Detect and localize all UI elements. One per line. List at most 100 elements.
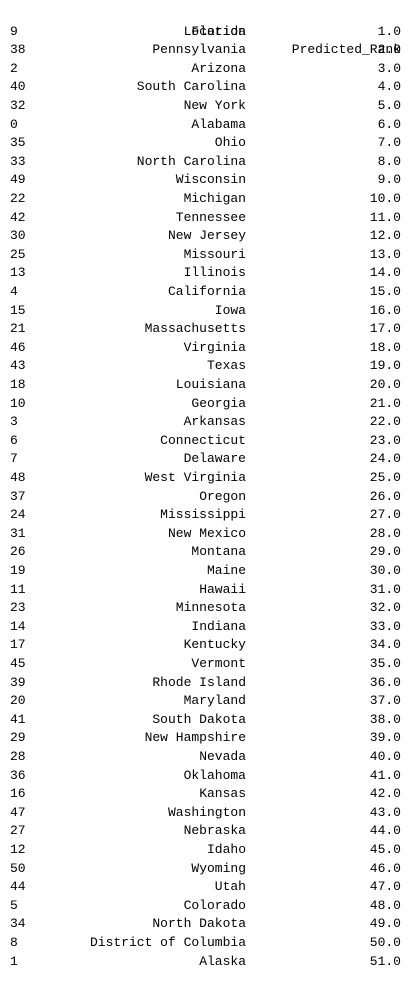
table-row: 1 Alaska 51.0: [0, 953, 415, 972]
row-predicted-rank: 20.0: [369, 377, 401, 392]
table-row: 32 New York 5.0: [0, 97, 415, 116]
row-location: Delaware: [183, 451, 246, 467]
table-row: 43 Texas 19.0: [0, 357, 415, 376]
row-predicted-rank: 30.0: [369, 563, 401, 578]
row-predicted-rank: 21.0: [369, 395, 401, 411]
row-location: Nebraska: [183, 823, 246, 839]
row-predicted-rank: 43.0: [369, 804, 401, 820]
row-predicted-rank: 23.0: [369, 432, 401, 448]
row-location: Wyoming: [191, 860, 246, 876]
table-row: 45 Vermont 35.0: [0, 655, 415, 674]
table-row: 21 Massachusetts 17.0: [0, 320, 415, 339]
row-location: Maine: [206, 563, 246, 578]
table-row: 41 South Dakota 38.0: [0, 711, 415, 730]
table-row: 25 Missouri 13.0: [0, 246, 415, 265]
table-row: 18 Louisiana 20.0: [0, 376, 415, 395]
row-index: 11: [10, 581, 26, 597]
row-predicted-rank: 40.0: [369, 749, 401, 764]
row-predicted-rank: 13.0: [369, 246, 401, 262]
row-index: 39: [10, 674, 26, 690]
row-location: Michigan: [183, 191, 246, 206]
row-predicted-rank: 47.0: [369, 879, 401, 895]
row-predicted-rank: 36.0: [369, 674, 401, 690]
row-predicted-rank: 46.0: [369, 860, 401, 876]
table-row: 23 Minnesota 32.0: [0, 599, 415, 618]
row-index: 47: [10, 804, 26, 820]
row-index: 40: [10, 79, 26, 95]
row-location: District of Columbia: [89, 935, 246, 950]
column-header-predicted-rank: Predicted_Rank: [291, 42, 401, 58]
row-predicted-rank: 15.0: [369, 284, 401, 299]
row-index: 35: [10, 135, 26, 151]
row-index: 30: [10, 228, 26, 244]
row-location: Colorado: [183, 897, 246, 913]
row-location: Ohio: [214, 135, 246, 151]
row-location: Alaska: [199, 953, 246, 969]
row-index: 9: [10, 23, 18, 39]
row-predicted-rank: 5.0: [377, 98, 401, 113]
table-row: 4 California 15.0: [0, 283, 415, 302]
row-location: Vermont: [191, 656, 246, 671]
row-index: 7: [10, 451, 18, 467]
row-index: 23: [10, 600, 26, 616]
table-row: 28 Nevada 40.0: [0, 748, 415, 767]
row-index: 26: [10, 544, 26, 560]
row-index: 18: [10, 377, 26, 392]
table-row: 37 Oregon 26.0: [0, 488, 415, 507]
table-row: 6 Connecticut 23.0: [0, 432, 415, 451]
row-location: Nevada: [199, 749, 246, 764]
row-location: California: [167, 284, 246, 299]
table-row: 2 Arizona 3.0: [0, 60, 415, 79]
table-row: 16 Kansas 42.0: [0, 785, 415, 804]
row-index: 5: [10, 897, 18, 913]
table-row: 12 Idaho 45.0: [0, 841, 415, 860]
row-predicted-rank: 29.0: [369, 544, 401, 560]
row-index: 16: [10, 786, 26, 802]
row-predicted-rank: 44.0: [369, 823, 401, 839]
row-location: Minnesota: [175, 600, 246, 616]
table-row: 15 Iowa 16.0: [0, 302, 415, 321]
row-index: 49: [10, 172, 26, 188]
table-row: 39 Rhode Island 36.0: [0, 674, 415, 693]
row-location: Virginia: [183, 339, 246, 355]
row-index: 1: [10, 953, 18, 969]
row-index: 12: [10, 842, 26, 857]
row-predicted-rank: 14.0: [369, 265, 401, 281]
row-location: New York: [183, 98, 246, 113]
row-index: 8: [10, 935, 18, 950]
row-location: Utah: [214, 879, 246, 895]
row-location: Kentucky: [183, 637, 246, 653]
row-predicted-rank: 2.0: [377, 42, 401, 58]
row-index: 14: [10, 618, 26, 634]
row-predicted-rank: 27.0: [369, 507, 401, 523]
row-predicted-rank: 31.0: [369, 581, 401, 597]
row-location: Rhode Island: [152, 674, 246, 690]
row-predicted-rank: 51.0: [369, 953, 401, 969]
row-index: 27: [10, 823, 26, 839]
table-row: 31 New Mexico 28.0: [0, 525, 415, 544]
row-predicted-rank: 39.0: [369, 730, 401, 746]
row-index: 31: [10, 525, 26, 541]
row-index: 33: [10, 153, 26, 169]
row-index: 45: [10, 656, 26, 671]
table-row: 24 Mississippi 27.0: [0, 506, 415, 525]
row-predicted-rank: 32.0: [369, 600, 401, 616]
row-index: 2: [10, 60, 18, 76]
row-location: Mississippi: [160, 507, 246, 523]
table-row: 48 West Virginia 25.0: [0, 469, 415, 488]
table-row: 27 Nebraska 44.0: [0, 822, 415, 841]
table-row: 0 Alabama 6.0: [0, 116, 415, 135]
row-location: Tennessee: [175, 209, 246, 225]
row-predicted-rank: 11.0: [369, 209, 401, 225]
row-index: 13: [10, 265, 26, 281]
row-location: Oregon: [199, 488, 246, 504]
row-predicted-rank: 48.0: [369, 897, 401, 913]
row-location: Texas: [206, 358, 246, 374]
row-location: Louisiana: [175, 377, 246, 392]
row-predicted-rank: 16.0: [369, 302, 401, 318]
table-row: 47 Washington 43.0: [0, 804, 415, 823]
row-location: South Carolina: [136, 79, 246, 95]
row-index: 43: [10, 358, 26, 374]
table-row: 26 Montana 29.0: [0, 543, 415, 562]
